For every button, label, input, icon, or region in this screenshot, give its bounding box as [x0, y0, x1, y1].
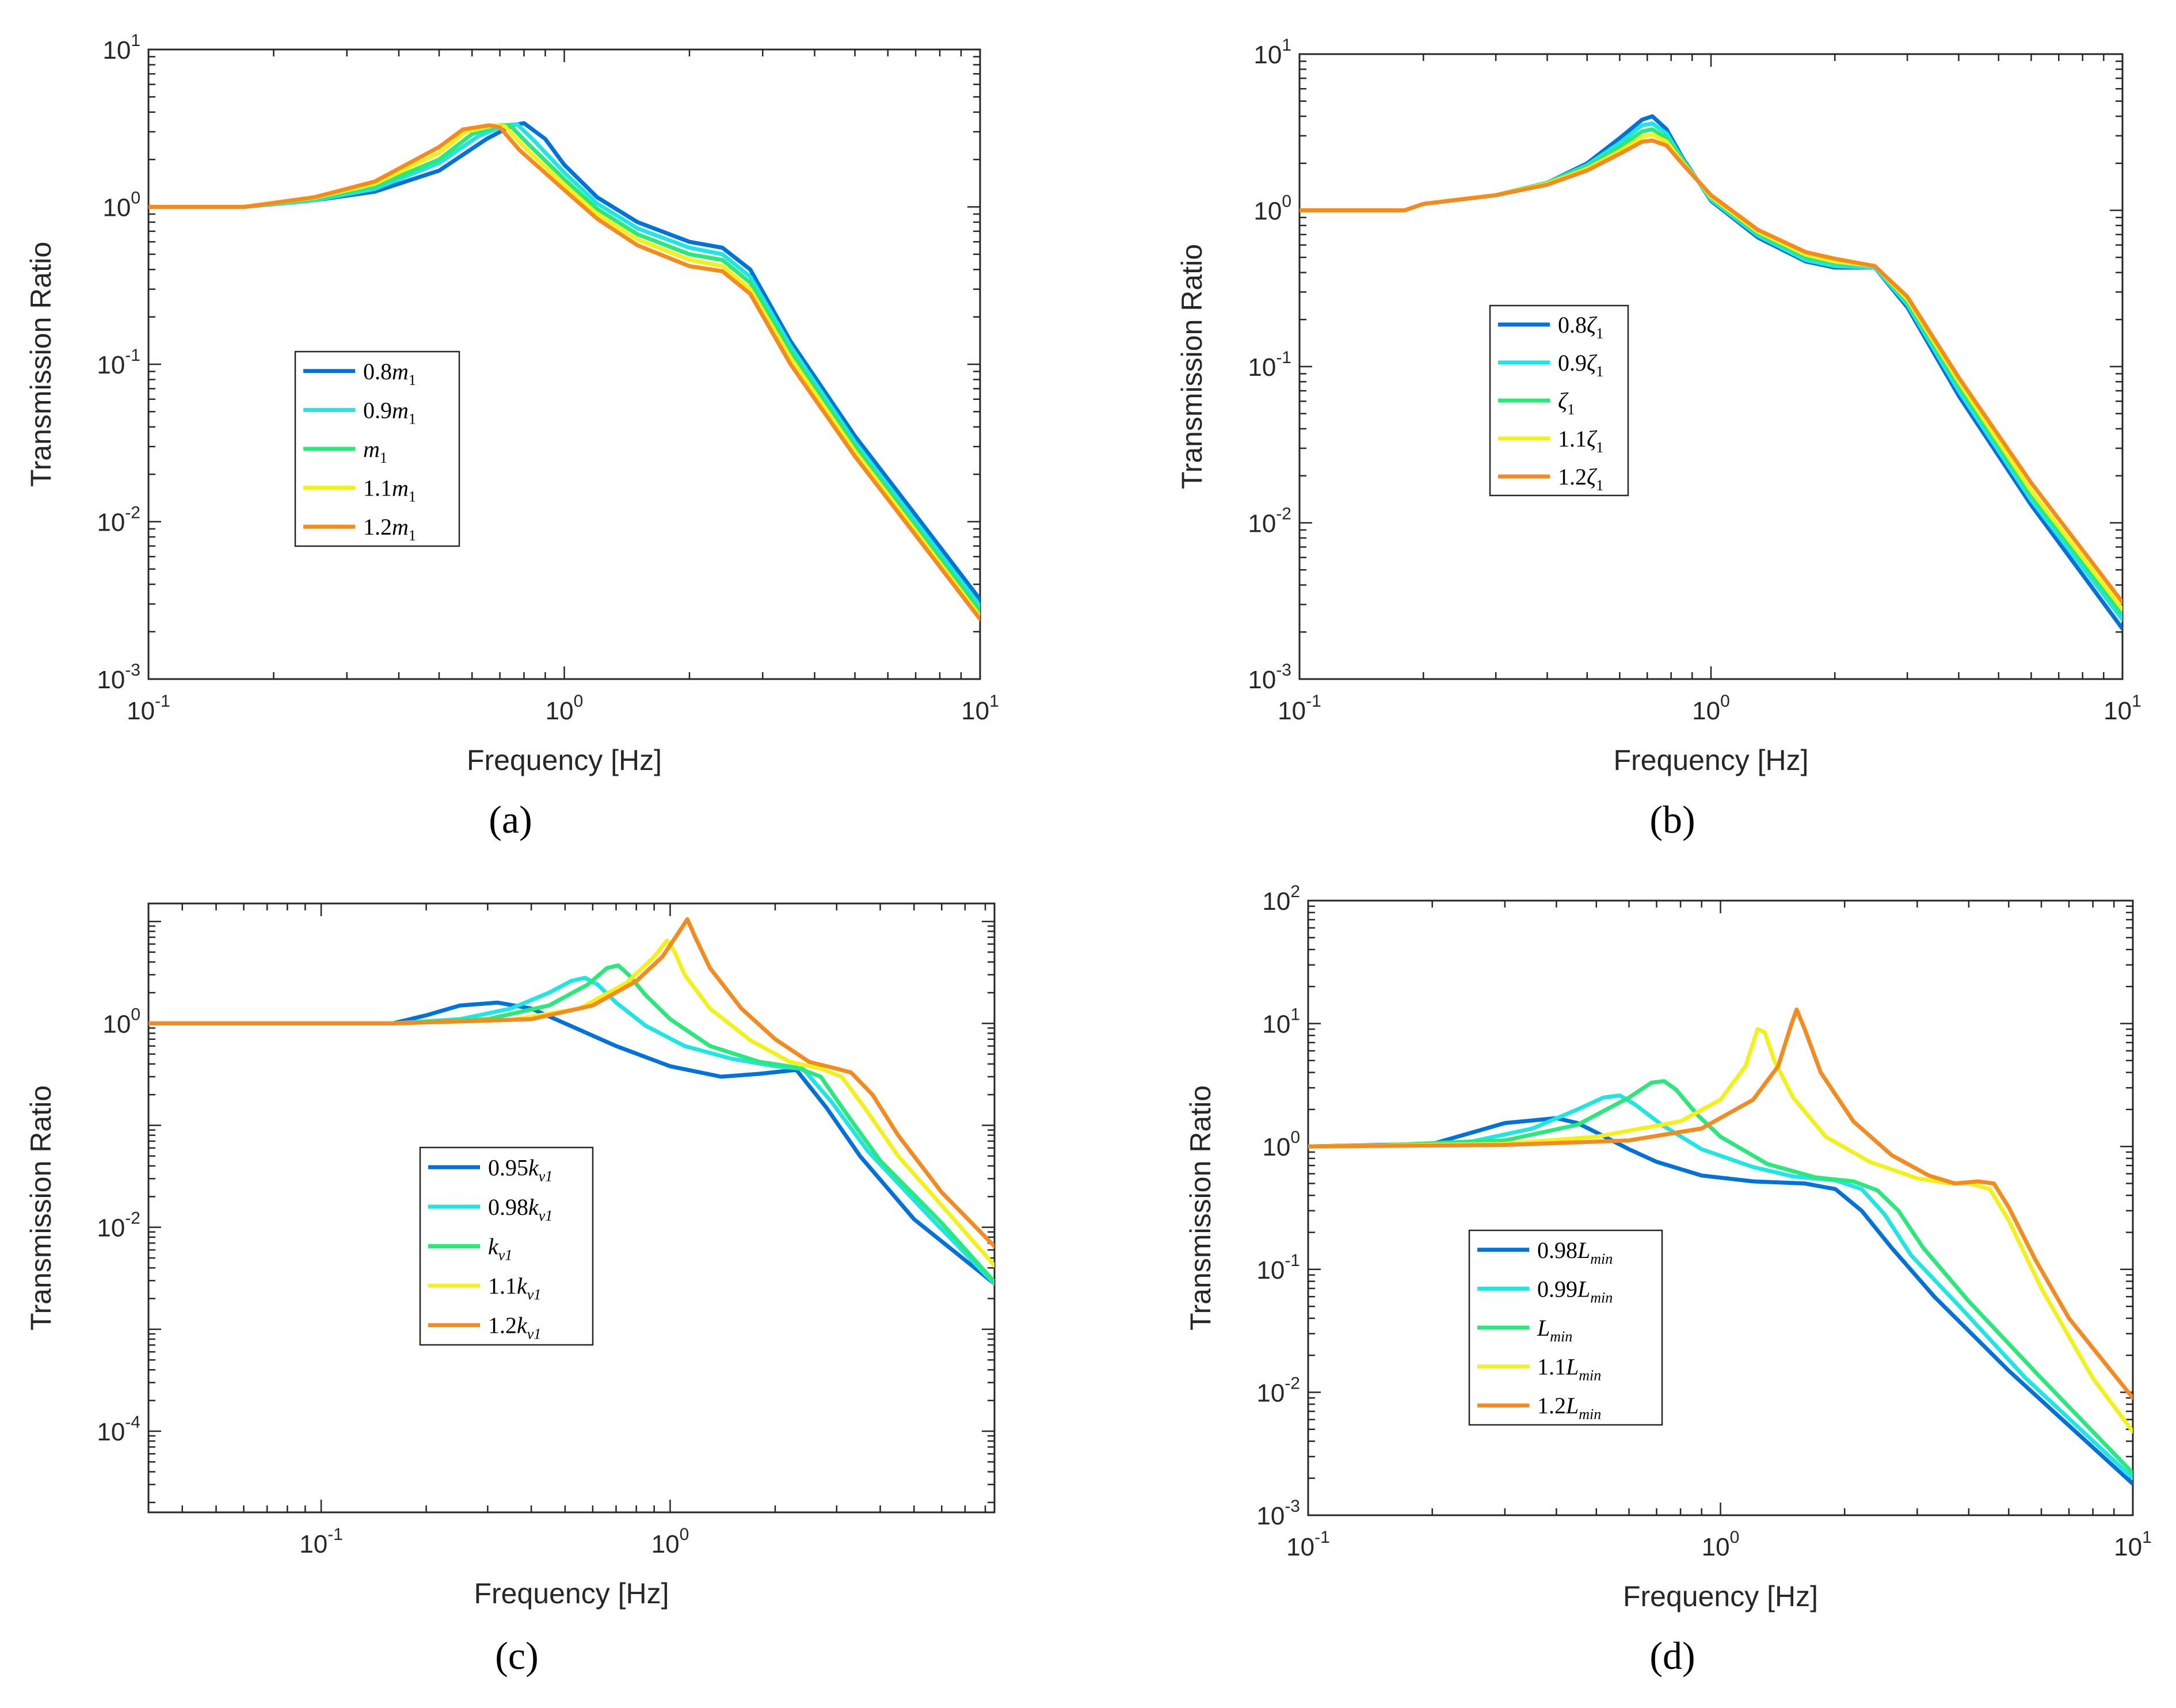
- y-tick-label: 10-1: [1248, 348, 1291, 382]
- legend-entry: 1.1kv1: [488, 1273, 541, 1303]
- series-line-5: [148, 917, 994, 1249]
- x-axis-label: Frequency [Hz]: [1623, 1580, 1818, 1612]
- legend: 0.8ζ1 0.9ζ1 ζ1 1.1ζ1 1.2ζ1: [1489, 304, 1629, 497]
- y-tick-label: 101: [102, 31, 140, 64]
- series-lines: [148, 121, 980, 622]
- y-tick-label: 100: [1262, 1128, 1300, 1161]
- legend-entry: 0.8m1: [363, 359, 416, 388]
- legend-entry: 0.98Lmin: [1537, 1237, 1613, 1267]
- y-tick-label: 100: [102, 189, 140, 222]
- series-line-1: [1308, 1116, 2133, 1486]
- x-tick-label: 100: [1692, 692, 1730, 725]
- series-line-5: [148, 123, 980, 622]
- legend-entry: 0.8ζ1: [1558, 312, 1603, 342]
- x-tick-label: 100: [1702, 1528, 1740, 1561]
- legend: 0.8m1 0.9m1 m1 1.1m1 1.2m1: [294, 350, 460, 547]
- x-tick-label: 10-1: [127, 692, 170, 725]
- series-lines: [1308, 1007, 2133, 1486]
- y-tick-label: 10-3: [1248, 661, 1291, 694]
- panel-caption: (d): [1649, 1634, 1695, 1678]
- x-tick-label: 101: [961, 692, 999, 725]
- x-tick-label: 100: [546, 692, 584, 725]
- x-axis-label: Frequency [Hz]: [474, 1577, 669, 1610]
- minor-ticks: [147, 49, 980, 680]
- y-axis-label: Transmission Ratio: [25, 1085, 57, 1330]
- axes-frame: [147, 48, 981, 680]
- series-line-2: [148, 975, 994, 1286]
- series-line-3: [148, 963, 994, 1284]
- legend-entry: kv1: [488, 1234, 512, 1264]
- y-tick-label: 10-2: [97, 1209, 140, 1242]
- legend: 0.98Lmin 0.99Lmin Lmin 1.1Lmin 1.2Lmin: [1468, 1229, 1663, 1426]
- y-tick-label: 10-2: [1256, 1374, 1300, 1407]
- legend-entry: ζ1: [1558, 388, 1575, 418]
- series-line-3: [148, 123, 980, 613]
- x-tick-label: 10-1: [299, 1525, 343, 1558]
- panel-c: 10-1 100 10-4 10-2 100 Frequency [Hz] Transmis…: [25, 902, 996, 1678]
- y-tick-label: 101: [1253, 36, 1291, 69]
- y-tick-label: 101: [1262, 1005, 1300, 1039]
- legend-entry: 1.1ζ1: [1558, 426, 1603, 456]
- y-tick-label: 100: [1253, 192, 1291, 226]
- minor-ticks: [1307, 901, 2133, 1516]
- x-axis-label: Frequency [Hz]: [1613, 744, 1808, 776]
- minor-ticks: [1298, 54, 2122, 680]
- y-axis-label: Transmission Ratio: [25, 242, 57, 487]
- y-tick-label: 10-2: [97, 504, 140, 537]
- x-tick-label: 10-1: [1286, 1528, 1330, 1561]
- series-lines: [148, 917, 994, 1286]
- y-axis-label: Transmission Ratio: [1176, 244, 1208, 489]
- panel-caption: (a): [489, 798, 532, 841]
- y-tick-label: 102: [1262, 882, 1300, 916]
- panel-caption: (c): [495, 1634, 538, 1678]
- panel-b: 10-1 100 101 10-3 10-2 10-1 100 101 Frequency [H…: [1176, 36, 2141, 841]
- panel-a: 10-1 100 101 10-3 10-2 10-1 100 101 Frequency [H…: [25, 31, 999, 841]
- legend-entry: 0.95kv1: [488, 1154, 552, 1184]
- series-line-5: [1308, 1007, 2133, 1400]
- legend-entry: m1: [363, 436, 387, 466]
- legend-entry: 0.9ζ1: [1558, 350, 1603, 380]
- legend-entry: 1.1m1: [363, 475, 416, 505]
- axes-frame: [147, 902, 996, 1513]
- y-tick-label: 10-1: [97, 346, 140, 379]
- series-line-2: [148, 122, 980, 608]
- x-axis-label: Frequency [Hz]: [467, 744, 662, 776]
- y-tick-label: 10-1: [1256, 1251, 1300, 1284]
- x-tick-label: 100: [651, 1525, 689, 1558]
- legend: 0.95kv1 0.98kv1 kv1 1.1kv1 1.2kv1: [419, 1146, 594, 1346]
- x-tick-label: 10-1: [1278, 692, 1321, 725]
- series-line-1: [148, 121, 980, 602]
- panel-d: 10-1 100 101 10-3 10-2 10-1 100 101 102 Frequency…: [1184, 882, 2152, 1678]
- series-line-3: [1308, 1079, 2133, 1476]
- y-tick-label: 10-3: [97, 661, 140, 694]
- series-line-4: [148, 123, 980, 619]
- legend-entry: 0.98kv1: [488, 1194, 552, 1224]
- y-tick-label: 10-2: [1248, 505, 1291, 538]
- axes-frame: [1298, 53, 2124, 680]
- legend-entry: 0.99Lmin: [1537, 1276, 1613, 1306]
- series-line-2: [1308, 1093, 2133, 1481]
- panel-caption: (b): [1649, 798, 1695, 841]
- legend-entry: 1.2m1: [363, 514, 416, 544]
- x-tick-label: 101: [2103, 692, 2141, 725]
- legend-entry: 0.9m1: [363, 397, 416, 427]
- series-line-1: [148, 1000, 994, 1286]
- minor-ticks: [148, 903, 994, 1512]
- legend-entry: 1.2kv1: [488, 1313, 541, 1343]
- series-line-5: [1299, 138, 2122, 605]
- series-lines: [1299, 114, 2122, 631]
- legend-entry: 1.2ζ1: [1558, 464, 1603, 494]
- y-axis-label: Transmission Ratio: [1184, 1085, 1217, 1330]
- legend-entry: 1.2Lmin: [1537, 1393, 1601, 1423]
- x-tick-label: 101: [2114, 1528, 2152, 1561]
- legend-entry: 1.1Lmin: [1537, 1354, 1601, 1384]
- y-tick-label: 100: [102, 1005, 140, 1038]
- legend-entry: Lmin: [1537, 1315, 1572, 1345]
- y-tick-label: 10-3: [1256, 1497, 1300, 1530]
- series-line-4: [1308, 1027, 2133, 1434]
- y-tick-label: 10-4: [97, 1413, 140, 1446]
